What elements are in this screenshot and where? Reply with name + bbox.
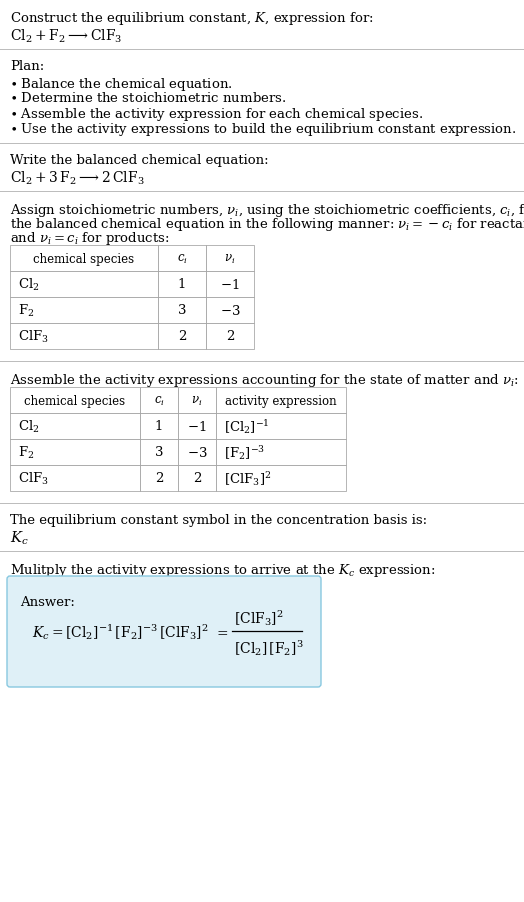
Bar (178, 465, 216, 492)
Text: $=$: $=$ (214, 624, 229, 639)
Bar (140, 465, 178, 492)
Text: $-3$: $-3$ (187, 446, 208, 459)
Bar (10, 272, 158, 298)
Bar (178, 439, 216, 465)
Text: 2: 2 (155, 472, 163, 485)
Text: $[\mathrm{ClF_3}]^{2}$: $[\mathrm{ClF_3}]^{2}$ (234, 607, 283, 627)
Bar (140, 388, 178, 413)
Text: Mulitply the activity expressions to arrive at the $K_c$ expression:: Mulitply the activity expressions to arr… (10, 561, 435, 578)
Bar (10, 245, 158, 272)
Text: $\mathrm{Cl_2 + F_2 \longrightarrow ClF_3}$: $\mathrm{Cl_2 + F_2 \longrightarrow ClF_… (10, 28, 123, 45)
Bar (216, 439, 346, 465)
Bar (158, 324, 206, 350)
Text: Assemble the activity expressions accounting for the state of matter and $\nu_i$: Assemble the activity expressions accoun… (10, 372, 519, 389)
FancyBboxPatch shape (7, 576, 321, 687)
Text: $-3$: $-3$ (220, 304, 241, 318)
Text: 3: 3 (178, 304, 186, 318)
Text: $\mathrm{ClF_3}$: $\mathrm{ClF_3}$ (18, 471, 49, 486)
Text: $\mathrm{F_2}$: $\mathrm{F_2}$ (18, 302, 35, 318)
Bar (206, 245, 254, 272)
Text: 3: 3 (155, 446, 163, 459)
Text: The equilibrium constant symbol in the concentration basis is:: The equilibrium constant symbol in the c… (10, 513, 427, 527)
Text: $\nu_i$: $\nu_i$ (224, 253, 236, 265)
Text: $[\mathrm{Cl_2}]\,[\mathrm{F_2}]^{3}$: $[\mathrm{Cl_2}]\,[\mathrm{F_2}]^{3}$ (234, 638, 303, 658)
Bar (10, 465, 140, 492)
Text: Answer:: Answer: (20, 595, 75, 608)
Text: $\mathrm{Cl_2}$: $\mathrm{Cl_2}$ (18, 277, 39, 293)
Text: $\mathrm{ClF_3}$: $\mathrm{ClF_3}$ (18, 328, 49, 345)
Text: $\nu_i$: $\nu_i$ (191, 394, 203, 407)
Text: Write the balanced chemical equation:: Write the balanced chemical equation: (10, 154, 269, 167)
Text: Plan:: Plan: (10, 60, 44, 73)
Text: Construct the equilibrium constant, $K$, expression for:: Construct the equilibrium constant, $K$,… (10, 10, 374, 27)
Text: the balanced chemical equation in the following manner: $\nu_i = -c_i$ for react: the balanced chemical equation in the fo… (10, 216, 524, 233)
Text: chemical species: chemical species (34, 253, 135, 265)
Text: $\mathrm{F_2}$: $\mathrm{F_2}$ (18, 445, 35, 461)
Text: $c_i$: $c_i$ (177, 253, 188, 265)
Bar (216, 465, 346, 492)
Bar (216, 413, 346, 439)
Text: $[\mathrm{ClF_3}]^{2}$: $[\mathrm{ClF_3}]^{2}$ (224, 469, 271, 487)
Text: $\mathrm{Cl_2 + 3\,F_2 \longrightarrow 2\,ClF_3}$: $\mathrm{Cl_2 + 3\,F_2 \longrightarrow 2… (10, 170, 145, 188)
Text: $\mathrm{Cl_2}$: $\mathrm{Cl_2}$ (18, 419, 39, 435)
Text: $-1$: $-1$ (187, 419, 207, 434)
Bar (206, 324, 254, 350)
Text: 1: 1 (178, 278, 186, 291)
Text: 2: 2 (193, 472, 201, 485)
Text: $\bullet$ Balance the chemical equation.: $\bullet$ Balance the chemical equation. (10, 76, 233, 93)
Text: $K_c$: $K_c$ (10, 529, 29, 547)
Text: $-1$: $-1$ (220, 278, 240, 291)
Text: $c_i$: $c_i$ (154, 394, 165, 407)
Text: 2: 2 (178, 330, 186, 343)
Bar (178, 388, 216, 413)
Text: $\bullet$ Use the activity expressions to build the equilibrium constant express: $\bullet$ Use the activity expressions t… (10, 121, 517, 138)
Bar (10, 413, 140, 439)
Bar (206, 272, 254, 298)
Bar (140, 413, 178, 439)
Bar (140, 439, 178, 465)
Text: 1: 1 (155, 420, 163, 433)
Bar (10, 324, 158, 350)
Bar (10, 439, 140, 465)
Bar (216, 388, 346, 413)
Text: $[\mathrm{Cl_2}]^{-1}$: $[\mathrm{Cl_2}]^{-1}$ (224, 418, 270, 436)
Bar (10, 388, 140, 413)
Text: chemical species: chemical species (25, 394, 126, 407)
Text: and $\nu_i = c_i$ for products:: and $\nu_i = c_i$ for products: (10, 230, 169, 247)
Text: Assign stoichiometric numbers, $\nu_i$, using the stoichiometric coefficients, $: Assign stoichiometric numbers, $\nu_i$, … (10, 202, 524, 219)
Bar (178, 413, 216, 439)
Bar (206, 298, 254, 324)
Text: $K_c = [\mathrm{Cl_2}]^{-1}\,[\mathrm{F_2}]^{-3}\,[\mathrm{ClF_3}]^{2}$: $K_c = [\mathrm{Cl_2}]^{-1}\,[\mathrm{F_… (32, 621, 209, 641)
Bar (158, 272, 206, 298)
Text: 2: 2 (226, 330, 234, 343)
Text: $\bullet$ Assemble the activity expression for each chemical species.: $\bullet$ Assemble the activity expressi… (10, 106, 423, 123)
Bar (158, 245, 206, 272)
Text: activity expression: activity expression (225, 394, 337, 407)
Bar (158, 298, 206, 324)
Text: $[\mathrm{F_2}]^{-3}$: $[\mathrm{F_2}]^{-3}$ (224, 444, 265, 462)
Text: $\bullet$ Determine the stoichiometric numbers.: $\bullet$ Determine the stoichiometric n… (10, 91, 287, 105)
Bar (10, 298, 158, 324)
